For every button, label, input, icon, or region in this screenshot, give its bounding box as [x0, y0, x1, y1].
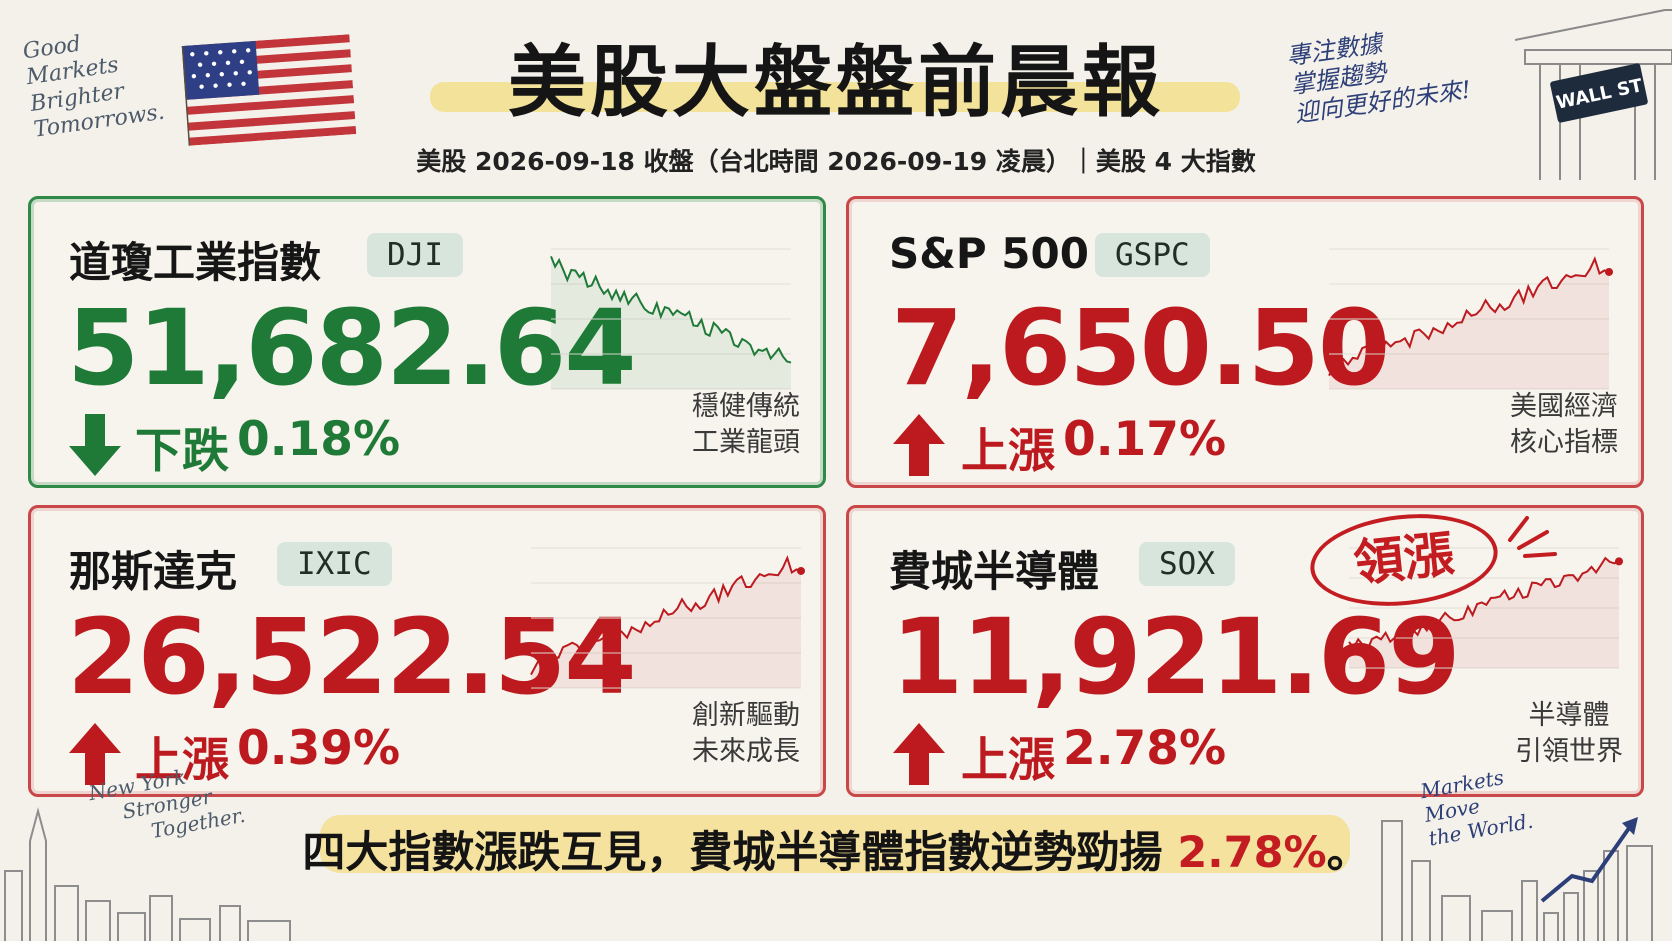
index-name: 道瓊工業指數 [69, 238, 322, 287]
note-line: 美國經濟 [1510, 391, 1618, 422]
sparkline-chart [550, 248, 792, 390]
change-label: 下跌 [135, 424, 229, 479]
index-name: S&P 500 [889, 229, 1089, 278]
page-title: 美股大盤盤前晨報 [507, 38, 1164, 128]
index-value: 7,650.50 [891, 287, 1390, 409]
change-label: 上漲 [961, 733, 1055, 788]
page-subtitle: 美股 2026-09-18 收盤（台北時間 2026-09-19 凌晨）｜美股 … [416, 147, 1256, 176]
sparkline-area [531, 557, 801, 688]
sparkline-chart [530, 547, 805, 689]
note-line: 引領世界 [1515, 736, 1623, 768]
title-highlight [430, 82, 1240, 112]
arrow-up-icon [893, 414, 945, 476]
summary-footer: 四大指數漲跌互見，費城半導體指數逆勢勁揚 2.78%。 [300, 818, 1372, 880]
index-note: 創新驅動 未來成長 [671, 698, 821, 771]
sparkline-area [551, 256, 791, 389]
slogan-top-right: 專注數據 掌握趨勢 迎向更好的未來! [1285, 18, 1473, 128]
sparkline-endpoint [797, 566, 805, 575]
ticker-badge: IXIC [277, 542, 392, 586]
sparkline-line [1348, 556, 1620, 653]
index-card-dji: 道瓊工業指數 DJI 51,682.64 下跌 0.18% 穩健傳統 工業龍頭 [28, 196, 826, 488]
index-card-sox: 費城半導體 SOX 11,921.69 上漲 2.78% 半導體 引領世界 [846, 505, 1644, 797]
note-line: 工業龍頭 [692, 427, 800, 459]
footer-highlight [320, 815, 1350, 873]
ticker-badge: DJI [367, 233, 463, 277]
arrow-up-icon [69, 723, 121, 785]
index-card-ixic: 那斯達克 IXIC 26,522.54 上漲 0.39% 創新驅動 未來成長 [28, 505, 826, 797]
summary-end: 。 [1326, 828, 1370, 878]
sparkline-endpoint [1615, 557, 1623, 566]
change-percent: 0.17% [1063, 412, 1227, 467]
note-line: 創新驅動 [692, 700, 800, 731]
summary-highlight: 2.78% [1177, 828, 1327, 878]
wall-street-building-icon: WALL ST [1514, 9, 1672, 180]
sparkline-area [1329, 258, 1609, 389]
emphasis-marks-icon [1508, 516, 1557, 558]
note-line: 半導體 [1528, 700, 1610, 731]
note-line: 核心指標 [1510, 427, 1618, 459]
index-note: 半導體 引領世界 [1499, 698, 1639, 771]
sparkline-line [530, 555, 802, 676]
ticker-badge: SOX [1139, 542, 1235, 586]
summary-text: 四大指數漲跌互見，費城半導體指數逆勢勁揚 [302, 828, 1163, 878]
ticker-badge: GSPC [1095, 233, 1210, 277]
new-york-skyline-icon [4, 807, 291, 941]
note-line: 未來成長 [692, 736, 800, 768]
sparkline-chart [1348, 547, 1623, 669]
sparkline-line [1328, 256, 1610, 377]
index-name: 那斯達克 [69, 547, 238, 596]
change-percent: 0.18% [237, 412, 401, 467]
arrow-up-icon [893, 723, 945, 785]
sparkline-endpoint [1605, 267, 1613, 276]
note-line: 穩健傳統 [692, 391, 800, 422]
change-label: 上漲 [135, 733, 229, 788]
sparkline-chart [1328, 248, 1613, 390]
sparkline-line [550, 256, 792, 364]
index-card-gspc: S&P 500 GSPC 7,650.50 上漲 0.17% 美國經濟 核心指標 [846, 196, 1644, 488]
index-name: 費城半導體 [889, 547, 1100, 596]
index-note: 穩健傳統 工業龍頭 [671, 389, 821, 462]
index-value: 51,682.64 [67, 287, 637, 409]
arrow-down-icon [69, 414, 121, 476]
index-value: 11,921.69 [891, 596, 1461, 718]
us-flag-icon [181, 34, 357, 146]
change-percent: 0.39% [237, 721, 401, 776]
change-label: 上漲 [961, 424, 1055, 479]
slogan-top-left: Good Markets Brighter Tomorrows. [21, 21, 166, 144]
financial-district-skyline-icon [1381, 817, 1653, 941]
change-percent: 2.78% [1063, 721, 1227, 776]
sparkline-area [1349, 558, 1619, 668]
index-note: 美國經濟 核心指標 [1489, 389, 1639, 462]
